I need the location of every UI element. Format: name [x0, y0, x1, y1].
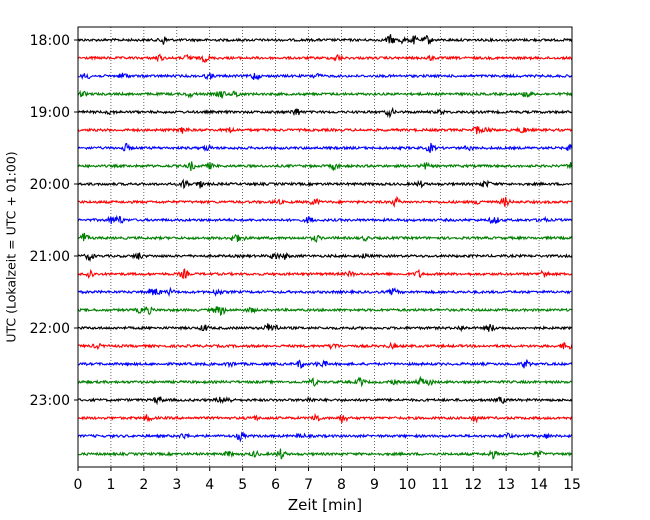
y-tick-label: 23:00 — [30, 393, 70, 409]
trace-2115 — [77, 268, 573, 280]
y-tick-label: 20:00 — [30, 177, 70, 193]
y-tick-label: 18:00 — [30, 33, 70, 49]
trace-2100 — [77, 252, 573, 263]
x-tick-label: 8 — [337, 477, 346, 493]
trace-1900 — [77, 106, 573, 119]
x-tick-label: 6 — [271, 477, 280, 493]
trace-1815 — [77, 53, 573, 63]
trace-2015 — [77, 195, 573, 209]
trace-2045 — [77, 232, 573, 244]
trace-2315 — [78, 412, 573, 424]
trace-2030 — [77, 214, 573, 225]
x-tick-label: 14 — [530, 477, 548, 493]
x-tick-label: 0 — [74, 477, 83, 493]
x-tick-label: 1 — [106, 477, 115, 493]
trace-2145 — [77, 305, 573, 317]
trace-1915 — [77, 125, 573, 135]
trace-1830 — [77, 72, 573, 81]
x-tick-label: 10 — [398, 477, 416, 493]
x-tick-label: 15 — [563, 477, 581, 493]
trace-1845 — [77, 89, 573, 99]
trace-1945 — [77, 161, 573, 172]
x-axis: 0 1 2 3 4 5 6 7 8 9 10 11 12 13 14 15 — [74, 467, 581, 493]
trace-2000 — [77, 178, 573, 190]
seismogram-traces — [77, 34, 573, 460]
y-tick-label: 22:00 — [30, 321, 70, 337]
trace-2330 — [77, 431, 573, 443]
x-tick-label: 3 — [172, 477, 181, 493]
y-axis-label: UTC (Lokalzeit = UTC + 01:00) — [4, 151, 19, 342]
trace-1930 — [77, 142, 573, 153]
x-tick-label: 5 — [238, 477, 247, 493]
trace-2245 — [77, 375, 573, 388]
trace-2215 — [77, 341, 573, 351]
x-tick-label: 13 — [497, 477, 515, 493]
y-tick-label: 19:00 — [30, 105, 70, 121]
trace-2300 — [77, 395, 573, 406]
chart-grid — [110, 27, 540, 467]
x-tick-label: 9 — [370, 477, 379, 493]
trace-2345 — [77, 448, 573, 460]
trace-1800 — [77, 34, 573, 45]
x-tick-label: 11 — [431, 477, 449, 493]
x-axis-label: Zeit [min] — [288, 496, 362, 514]
trace-2130 — [77, 286, 573, 298]
y-axis: 18:00 19:00 20:00 21:00 22:00 23:00 — [30, 33, 78, 409]
x-tick-label: 2 — [139, 477, 148, 493]
y-tick-label: 21:00 — [30, 249, 70, 265]
trace-2230 — [77, 359, 573, 369]
x-tick-label: 7 — [304, 477, 313, 493]
x-tick-label: 4 — [205, 477, 214, 493]
plot-frame — [77, 26, 573, 468]
x-tick-label: 12 — [464, 477, 482, 493]
trace-2200 — [77, 323, 573, 333]
